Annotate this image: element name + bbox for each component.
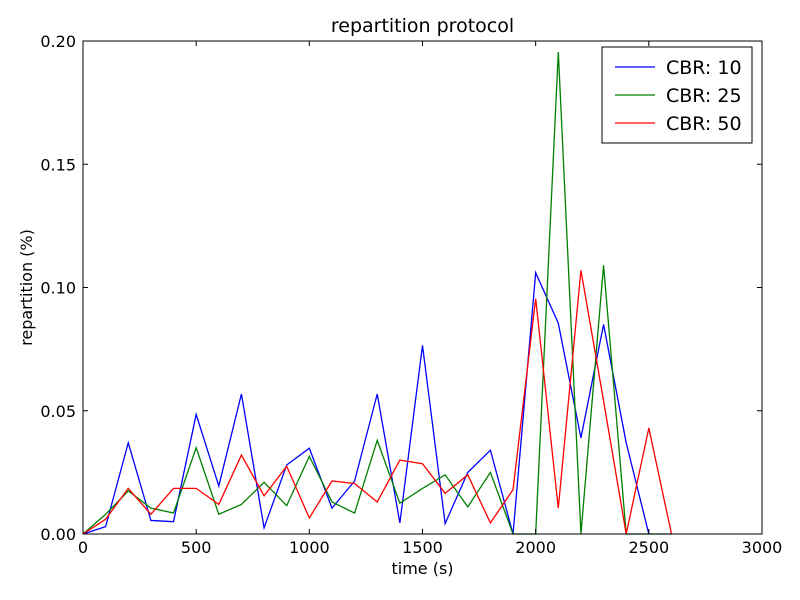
chart-title: repartition protocol [331, 15, 514, 37]
x-tick-label: 2500 [628, 538, 669, 557]
y-tick-label: 0.15 [40, 155, 76, 174]
y-tick-label: 0.10 [40, 279, 76, 298]
x-tick-label: 0 [78, 538, 88, 557]
x-tick-label: 3000 [742, 538, 783, 557]
x-tick-label: 2000 [515, 538, 556, 557]
y-tick-label: 0.00 [40, 525, 76, 544]
series-line-2 [82, 52, 672, 535]
series-layer [82, 52, 673, 535]
legend-label: CBR: 25 [666, 85, 742, 107]
x-tick-label: 500 [181, 538, 212, 557]
y-tick-label: 0.20 [40, 32, 76, 51]
y-axis-label: repartition (%) [17, 229, 36, 346]
x-tick-label: 1500 [402, 538, 443, 557]
legend-label: CBR: 10 [666, 57, 742, 79]
x-tick-label: 1000 [289, 538, 330, 557]
x-axis-label: time (s) [391, 559, 453, 578]
series-line-3 [82, 270, 673, 535]
legend-label: CBR: 50 [666, 113, 742, 135]
y-tick-label: 0.05 [40, 402, 76, 421]
ticks-layer: 0 500 1000 1500 2000 2500 3000 0.00 0.05 0.10 0.15… [40, 32, 782, 557]
legend: CBR: 10 CBR: 25 CBR: 50 [601, 46, 753, 144]
